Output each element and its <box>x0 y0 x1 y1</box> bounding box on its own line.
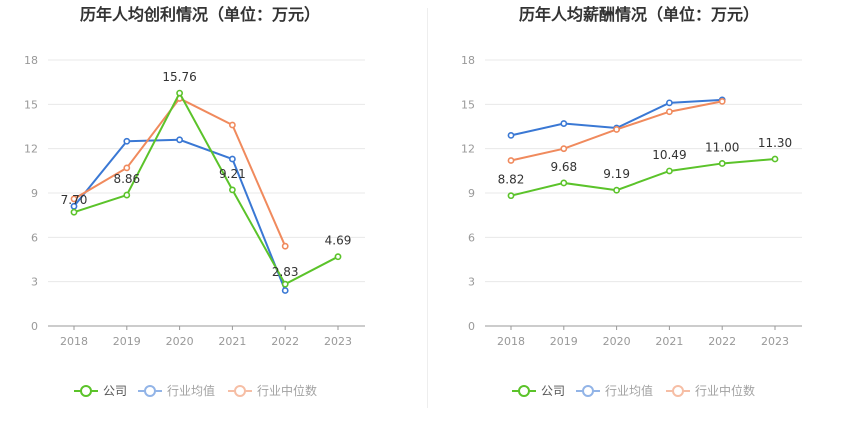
series-1 <box>70 136 289 294</box>
data-point[interactable] <box>228 155 236 163</box>
data-label: 8.86 <box>113 172 140 186</box>
y-tick-label: 18 <box>24 54 38 67</box>
x-tick-label: 2023 <box>761 335 789 348</box>
y-tick-label: 9 <box>468 187 475 200</box>
data-label: 11.00 <box>705 140 739 154</box>
x-tick-label: 2021 <box>218 335 246 348</box>
data-point[interactable] <box>613 186 620 194</box>
data-point[interactable] <box>771 155 779 163</box>
series-line <box>73 90 339 286</box>
x-tick-label: 2022 <box>271 335 299 348</box>
panel-divider <box>427 8 428 408</box>
legend-swatch-marker <box>518 385 530 397</box>
data-point[interactable] <box>228 121 236 129</box>
data-label: 7.70 <box>61 193 88 207</box>
profit-per-capita-chart: 历年人均创利情况（单位：万元） 0 3 6 9 12 15 18 2018 2019 2020 202… <box>24 5 365 398</box>
series-2 <box>507 97 726 164</box>
x-tick-label: 2023 <box>324 335 352 348</box>
data-label: 9.19 <box>603 167 630 181</box>
legend-label: 公司 <box>103 384 127 398</box>
data-point[interactable] <box>613 126 620 133</box>
data-label: 9.68 <box>550 160 577 174</box>
series-2 <box>70 95 289 250</box>
legend-item-0[interactable]: 公司 <box>74 384 127 398</box>
data-point[interactable] <box>334 253 342 261</box>
data-point[interactable] <box>123 164 131 172</box>
legend-swatch-marker <box>234 385 246 397</box>
data-point[interactable] <box>718 97 726 105</box>
series-line <box>73 138 287 291</box>
data-point[interactable] <box>507 131 515 139</box>
y-tick-label: 12 <box>461 143 475 156</box>
data-label: 11.30 <box>758 136 792 150</box>
data-point[interactable] <box>507 157 515 164</box>
chart-title: 历年人均薪酬情况（单位：万元） <box>519 5 759 24</box>
data-point[interactable] <box>560 179 568 187</box>
y-tick-label: 15 <box>24 98 38 111</box>
data-point[interactable] <box>507 192 515 200</box>
y-tick-label: 18 <box>461 54 475 67</box>
data-point[interactable] <box>228 186 236 194</box>
legend-swatch-marker <box>144 385 156 397</box>
data-point[interactable] <box>281 280 289 288</box>
legend-swatch-marker <box>80 385 92 397</box>
data-point[interactable] <box>176 136 183 144</box>
y-tick-label: 3 <box>31 276 38 289</box>
data-point[interactable] <box>70 208 78 216</box>
salary-per-capita-chart: 历年人均薪酬情况（单位：万元） 0 3 6 9 12 15 18 2018 2019 2020 202… <box>461 5 802 398</box>
data-label: 4.69 <box>325 234 352 248</box>
series-0 <box>70 89 342 288</box>
data-label: 8.82 <box>498 173 525 187</box>
series-line <box>73 97 287 247</box>
y-tick-label: 15 <box>461 98 475 111</box>
data-point[interactable] <box>123 137 131 145</box>
x-tick-label: 2020 <box>603 335 631 348</box>
legend-label: 行业均值 <box>167 383 215 398</box>
data-point[interactable] <box>665 167 673 175</box>
legend-label: 行业中位数 <box>257 383 317 398</box>
series-line <box>510 158 776 197</box>
legend-label: 公司 <box>541 384 565 398</box>
x-tick-label: 2019 <box>550 335 578 348</box>
legend-item-2[interactable]: 行业中位数 <box>228 383 317 398</box>
y-tick-label: 0 <box>31 320 38 333</box>
y-tick-label: 0 <box>468 320 475 333</box>
y-tick-label: 6 <box>31 231 38 244</box>
data-point[interactable] <box>718 160 726 167</box>
data-label: 2.83 <box>272 265 299 279</box>
data-point[interactable] <box>665 99 673 107</box>
data-point[interactable] <box>560 120 568 127</box>
legend-item-1[interactable]: 行业均值 <box>576 383 653 398</box>
x-tick-label: 2018 <box>60 335 88 348</box>
data-point[interactable] <box>176 89 183 97</box>
data-label: 10.49 <box>652 148 686 162</box>
x-tick-label: 2021 <box>655 335 683 348</box>
data-point[interactable] <box>70 195 78 203</box>
chart-title: 历年人均创利情况（单位：万元） <box>80 5 320 24</box>
data-point[interactable] <box>281 242 289 250</box>
data-point[interactable] <box>123 191 131 199</box>
y-tick-label: 3 <box>468 276 475 289</box>
data-point[interactable] <box>281 287 289 294</box>
x-tick-label: 2020 <box>166 335 194 348</box>
x-tick-label: 2022 <box>708 335 736 348</box>
y-tick-label: 12 <box>24 143 38 156</box>
legend-swatch-marker <box>582 385 594 397</box>
legend-item-0[interactable]: 公司 <box>512 384 565 398</box>
data-label: 9.21 <box>219 167 246 181</box>
y-tick-label: 9 <box>31 187 38 200</box>
x-tick-label: 2018 <box>497 335 525 348</box>
y-tick-label: 6 <box>468 231 475 244</box>
legend-item-1[interactable]: 行业均值 <box>138 383 215 398</box>
legend-label: 行业中位数 <box>695 383 755 398</box>
x-tick-label: 2019 <box>113 335 141 348</box>
legend-swatch-marker <box>672 385 684 397</box>
data-label: 15.76 <box>162 70 196 84</box>
data-point[interactable] <box>560 145 568 153</box>
data-point[interactable] <box>665 108 673 116</box>
series-0 <box>507 155 779 200</box>
legend-label: 行业均值 <box>605 383 653 398</box>
legend-item-2[interactable]: 行业中位数 <box>666 383 755 398</box>
